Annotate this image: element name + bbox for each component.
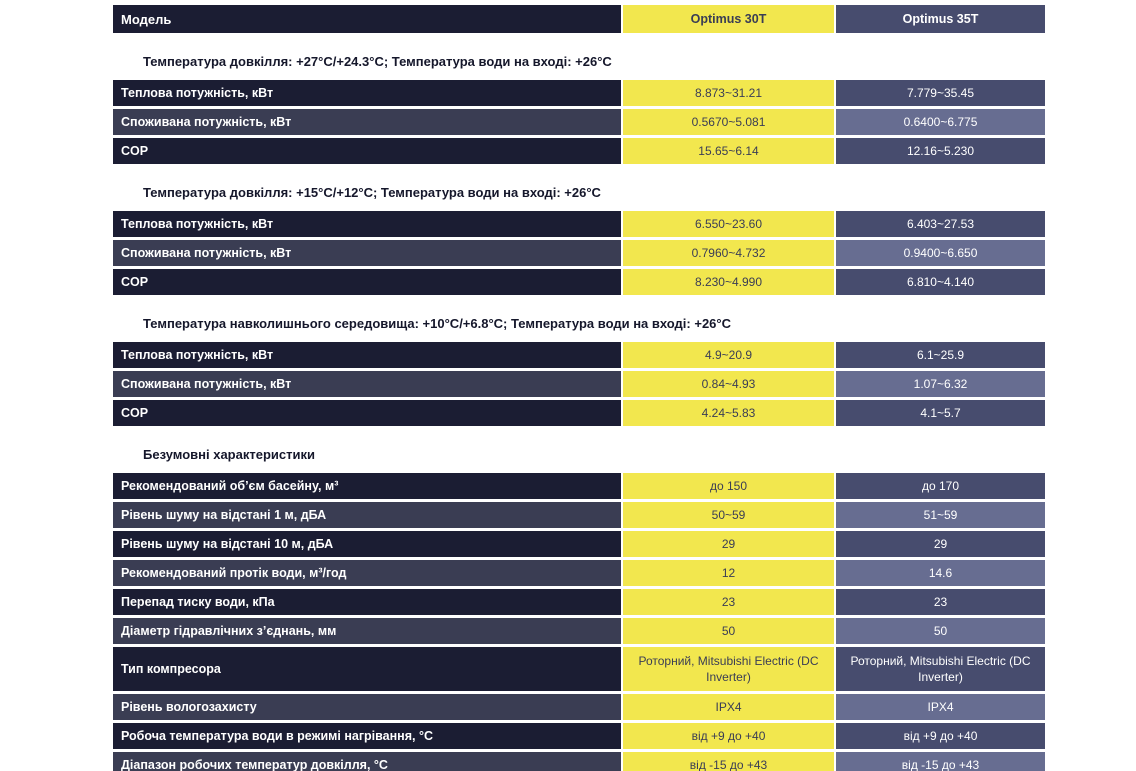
table-row: Рівень шуму на відстані 10 м, дБА 29 29	[113, 531, 1045, 557]
value-optimus-35t: 12.16~5.230	[836, 138, 1045, 164]
row-label: Діапазон робочих температур довкілля, °С	[113, 752, 621, 771]
table-row: Споживана потужність, кВт 0.5670~5.081 0.6…	[113, 109, 1045, 135]
value-optimus-30t: від +9 до +40	[623, 723, 834, 749]
value-optimus-30t: до 150	[623, 473, 834, 499]
table-row: Споживана потужність, кВт 0.84~4.93 1.07~6…	[113, 371, 1045, 397]
table-row: Діаметр гідравлічних з’єднань, мм 50 50	[113, 618, 1045, 644]
row-label: Споживана потужність, кВт	[113, 109, 621, 135]
row-label: Рекомендований об’єм басейну, м³	[113, 473, 621, 499]
value-optimus-30t: від -15 до +43	[623, 752, 834, 771]
table-row: Рівень шуму на відстані 1 м, дБА 50~59 51~…	[113, 502, 1045, 528]
value-optimus-35t: 4.1~5.7	[836, 400, 1045, 426]
table-row: Діапазон робочих температур довкілля, °С…	[113, 752, 1045, 771]
value-optimus-30t: 4.24~5.83	[623, 400, 834, 426]
table-row: Перепад тиску води, кПа 23 23	[113, 589, 1045, 615]
section-title: Температура навколишнього середовища: +1…	[143, 316, 731, 331]
value-optimus-30t: 50	[623, 618, 834, 644]
table-row: Робоча температура води в режимі нагріва…	[113, 723, 1045, 749]
value-optimus-35t: Роторний, Mitsubishi Electric (DC Invert…	[836, 647, 1045, 691]
row-label: Теплова потужність, кВт	[113, 211, 621, 237]
value-optimus-30t: 29	[623, 531, 834, 557]
value-optimus-35t: 51~59	[836, 502, 1045, 528]
value-optimus-35t: 6.1~25.9	[836, 342, 1045, 368]
value-optimus-30t: 4.9~20.9	[623, 342, 834, 368]
table-row: COP 15.65~6.14 12.16~5.230	[113, 138, 1045, 164]
row-label: COP	[113, 269, 621, 295]
column-header-optimus-30t: Optimus 30T	[623, 5, 834, 33]
row-label: Рівень вологозахисту	[113, 694, 621, 720]
value-optimus-35t: 50	[836, 618, 1045, 644]
value-optimus-35t: до 170	[836, 473, 1045, 499]
row-label: Тип компресора	[113, 647, 621, 691]
value-optimus-30t: 50~59	[623, 502, 834, 528]
value-optimus-35t: 0.6400~6.775	[836, 109, 1045, 135]
row-label: Перепад тиску води, кПа	[113, 589, 621, 615]
table-row: COP 8.230~4.990 6.810~4.140	[113, 269, 1045, 295]
value-optimus-30t: 8.873~31.21	[623, 80, 834, 106]
value-optimus-30t: 0.7960~4.732	[623, 240, 834, 266]
value-optimus-35t: 14.6	[836, 560, 1045, 586]
value-optimus-35t: 0.9400~6.650	[836, 240, 1045, 266]
spec-section: Безумовні характеристики Рекомендований о…	[113, 447, 1045, 771]
spec-section: Температура довкілля: +27°С/+24.3°С; Тем…	[113, 54, 1045, 164]
value-optimus-35t: від +9 до +40	[836, 723, 1045, 749]
row-label: Споживана потужність, кВт	[113, 371, 621, 397]
section-title: Безумовні характеристики	[143, 447, 315, 462]
value-optimus-30t: Роторний, Mitsubishi Electric (DC Invert…	[623, 647, 834, 691]
column-header-optimus-35t: Optimus 35T	[836, 5, 1045, 33]
value-optimus-35t: 1.07~6.32	[836, 371, 1045, 397]
value-optimus-30t: 6.550~23.60	[623, 211, 834, 237]
table-row: Теплова потужність, кВт 6.550~23.60 6.403~…	[113, 211, 1045, 237]
section-title: Температура довкілля: +15°С/+12°С; Темпе…	[143, 185, 601, 200]
value-optimus-35t: 29	[836, 531, 1045, 557]
model-header-cell: Модель	[113, 5, 621, 33]
table-row: Споживана потужність, кВт 0.7960~4.732 0.9…	[113, 240, 1045, 266]
spec-section: Температура навколишнього середовища: +1…	[113, 316, 1045, 426]
row-label: Теплова потужність, кВт	[113, 80, 621, 106]
row-label: Робоча температура води в режимі нагріва…	[113, 723, 621, 749]
row-label: COP	[113, 400, 621, 426]
table-row: Рівень вологозахисту IPX4 IPX4	[113, 694, 1045, 720]
table-header-row: Модель Optimus 30T Optimus 35T	[113, 5, 1045, 33]
table-row: Тип компресора Роторний, Mitsubishi Elect…	[113, 647, 1045, 691]
spec-table: Модель Optimus 30T Optimus 35T Температу…	[113, 5, 1045, 771]
row-label: Рекомендований протік води, м³/год	[113, 560, 621, 586]
value-optimus-35t: 7.779~35.45	[836, 80, 1045, 106]
value-optimus-30t: 12	[623, 560, 834, 586]
value-optimus-30t: 0.84~4.93	[623, 371, 834, 397]
value-optimus-35t: 6.810~4.140	[836, 269, 1045, 295]
value-optimus-35t: від -15 до +43	[836, 752, 1045, 771]
table-row: Теплова потужність, кВт 8.873~31.21 7.779~…	[113, 80, 1045, 106]
value-optimus-30t: 23	[623, 589, 834, 615]
row-label: Теплова потужність, кВт	[113, 342, 621, 368]
table-row: COP 4.24~5.83 4.1~5.7	[113, 400, 1045, 426]
row-label: Споживана потужність, кВт	[113, 240, 621, 266]
row-label: Рівень шуму на відстані 1 м, дБА	[113, 502, 621, 528]
spec-section: Температура довкілля: +15°С/+12°С; Темпе…	[113, 185, 1045, 295]
table-row: Теплова потужність, кВт 4.9~20.9 6.1~25.9	[113, 342, 1045, 368]
value-optimus-30t: 15.65~6.14	[623, 138, 834, 164]
table-row: Рекомендований протік води, м³/год 12 14.6	[113, 560, 1045, 586]
value-optimus-35t: IPX4	[836, 694, 1045, 720]
value-optimus-30t: 8.230~4.990	[623, 269, 834, 295]
row-label: Рівень шуму на відстані 10 м, дБА	[113, 531, 621, 557]
row-label: COP	[113, 138, 621, 164]
value-optimus-35t: 23	[836, 589, 1045, 615]
value-optimus-30t: IPX4	[623, 694, 834, 720]
table-row: Рекомендований об’єм басейну, м³ до 150 до…	[113, 473, 1045, 499]
sections-container: Температура довкілля: +27°С/+24.3°С; Тем…	[113, 54, 1045, 771]
section-title: Температура довкілля: +27°С/+24.3°С; Тем…	[143, 54, 612, 69]
row-label: Діаметр гідравлічних з’єднань, мм	[113, 618, 621, 644]
value-optimus-30t: 0.5670~5.081	[623, 109, 834, 135]
value-optimus-35t: 6.403~27.53	[836, 211, 1045, 237]
